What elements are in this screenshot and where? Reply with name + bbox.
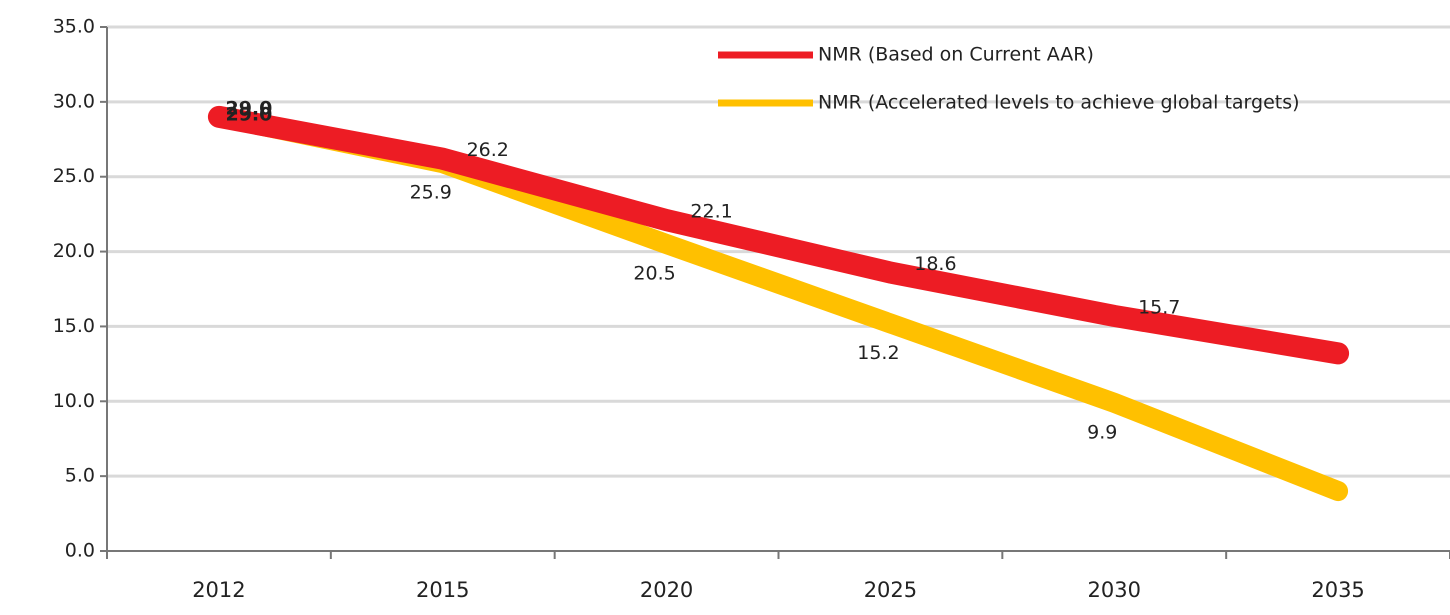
- legend-label: NMR (Based on Current AAR): [818, 44, 1094, 66]
- x-tick-label: 2025: [864, 578, 917, 602]
- y-tick-label: 35.0: [53, 16, 95, 38]
- y-tick-label: 25.0: [53, 165, 95, 187]
- x-tick-label: 2015: [416, 578, 469, 602]
- data-label: 20.5: [633, 263, 675, 285]
- x-tick-label: 2020: [640, 578, 693, 602]
- y-tick-label: 0.0: [65, 540, 95, 562]
- y-tick-label: 15.0: [53, 315, 95, 337]
- legend-label: NMR (Accelerated levels to achieve globa…: [818, 92, 1300, 114]
- data-label: 22.1: [690, 201, 732, 223]
- data-line: [207, 105, 1350, 365]
- y-tick-label: 5.0: [65, 465, 95, 487]
- data-label: 15.2: [857, 342, 899, 364]
- data-label: 29.0: [225, 103, 272, 125]
- y-tick-label: 10.0: [53, 390, 95, 412]
- data-label: 26.2: [467, 139, 509, 161]
- data-label: 15.7: [1138, 296, 1180, 318]
- y-tick-label: 20.0: [53, 240, 95, 262]
- x-tick-label: 2030: [1088, 578, 1141, 602]
- data-label: 18.6: [914, 253, 956, 275]
- data-label: 25.9: [410, 182, 452, 204]
- data-label: 9.9: [1087, 421, 1117, 443]
- data-label: 29.0: [225, 97, 272, 119]
- y-tick-label: 30.0: [53, 90, 95, 112]
- x-tick-label: 2012: [192, 578, 245, 602]
- x-tick-label: 2035: [1311, 578, 1364, 602]
